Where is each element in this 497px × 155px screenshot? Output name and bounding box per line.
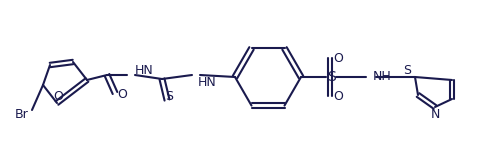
- Text: O: O: [117, 89, 127, 102]
- Text: O: O: [333, 51, 343, 64]
- Text: S: S: [328, 70, 336, 84]
- Text: S: S: [165, 89, 173, 102]
- Text: NH: NH: [373, 71, 392, 84]
- Text: Br: Br: [15, 108, 29, 122]
- Text: HN: HN: [135, 64, 154, 77]
- Text: S: S: [403, 64, 411, 77]
- Text: O: O: [333, 89, 343, 102]
- Text: N: N: [430, 108, 440, 122]
- Text: O: O: [53, 91, 63, 104]
- Text: HN: HN: [198, 77, 217, 89]
